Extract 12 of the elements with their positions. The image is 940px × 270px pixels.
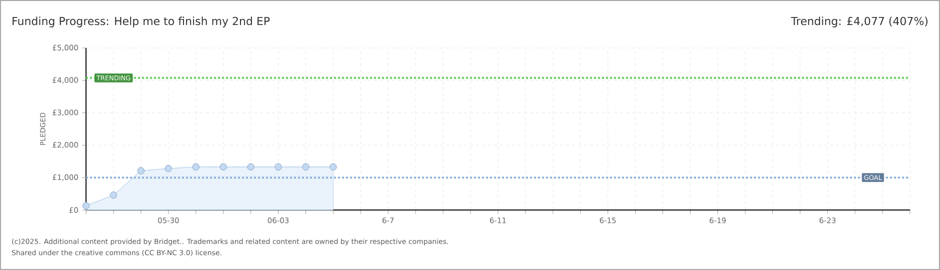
point (330, 163, 337, 170)
point (247, 163, 254, 170)
point (164, 165, 172, 172)
point (192, 163, 200, 170)
point (137, 167, 144, 174)
point (274, 163, 282, 170)
point (220, 163, 227, 170)
chart-subtitle: Trending: £4,077 (407%) (790, 16, 928, 28)
point (302, 163, 310, 170)
chart-title: Funding Progress: Help me to finish my 2nd EP (12, 16, 270, 28)
point (110, 192, 117, 199)
point (82, 202, 90, 210)
